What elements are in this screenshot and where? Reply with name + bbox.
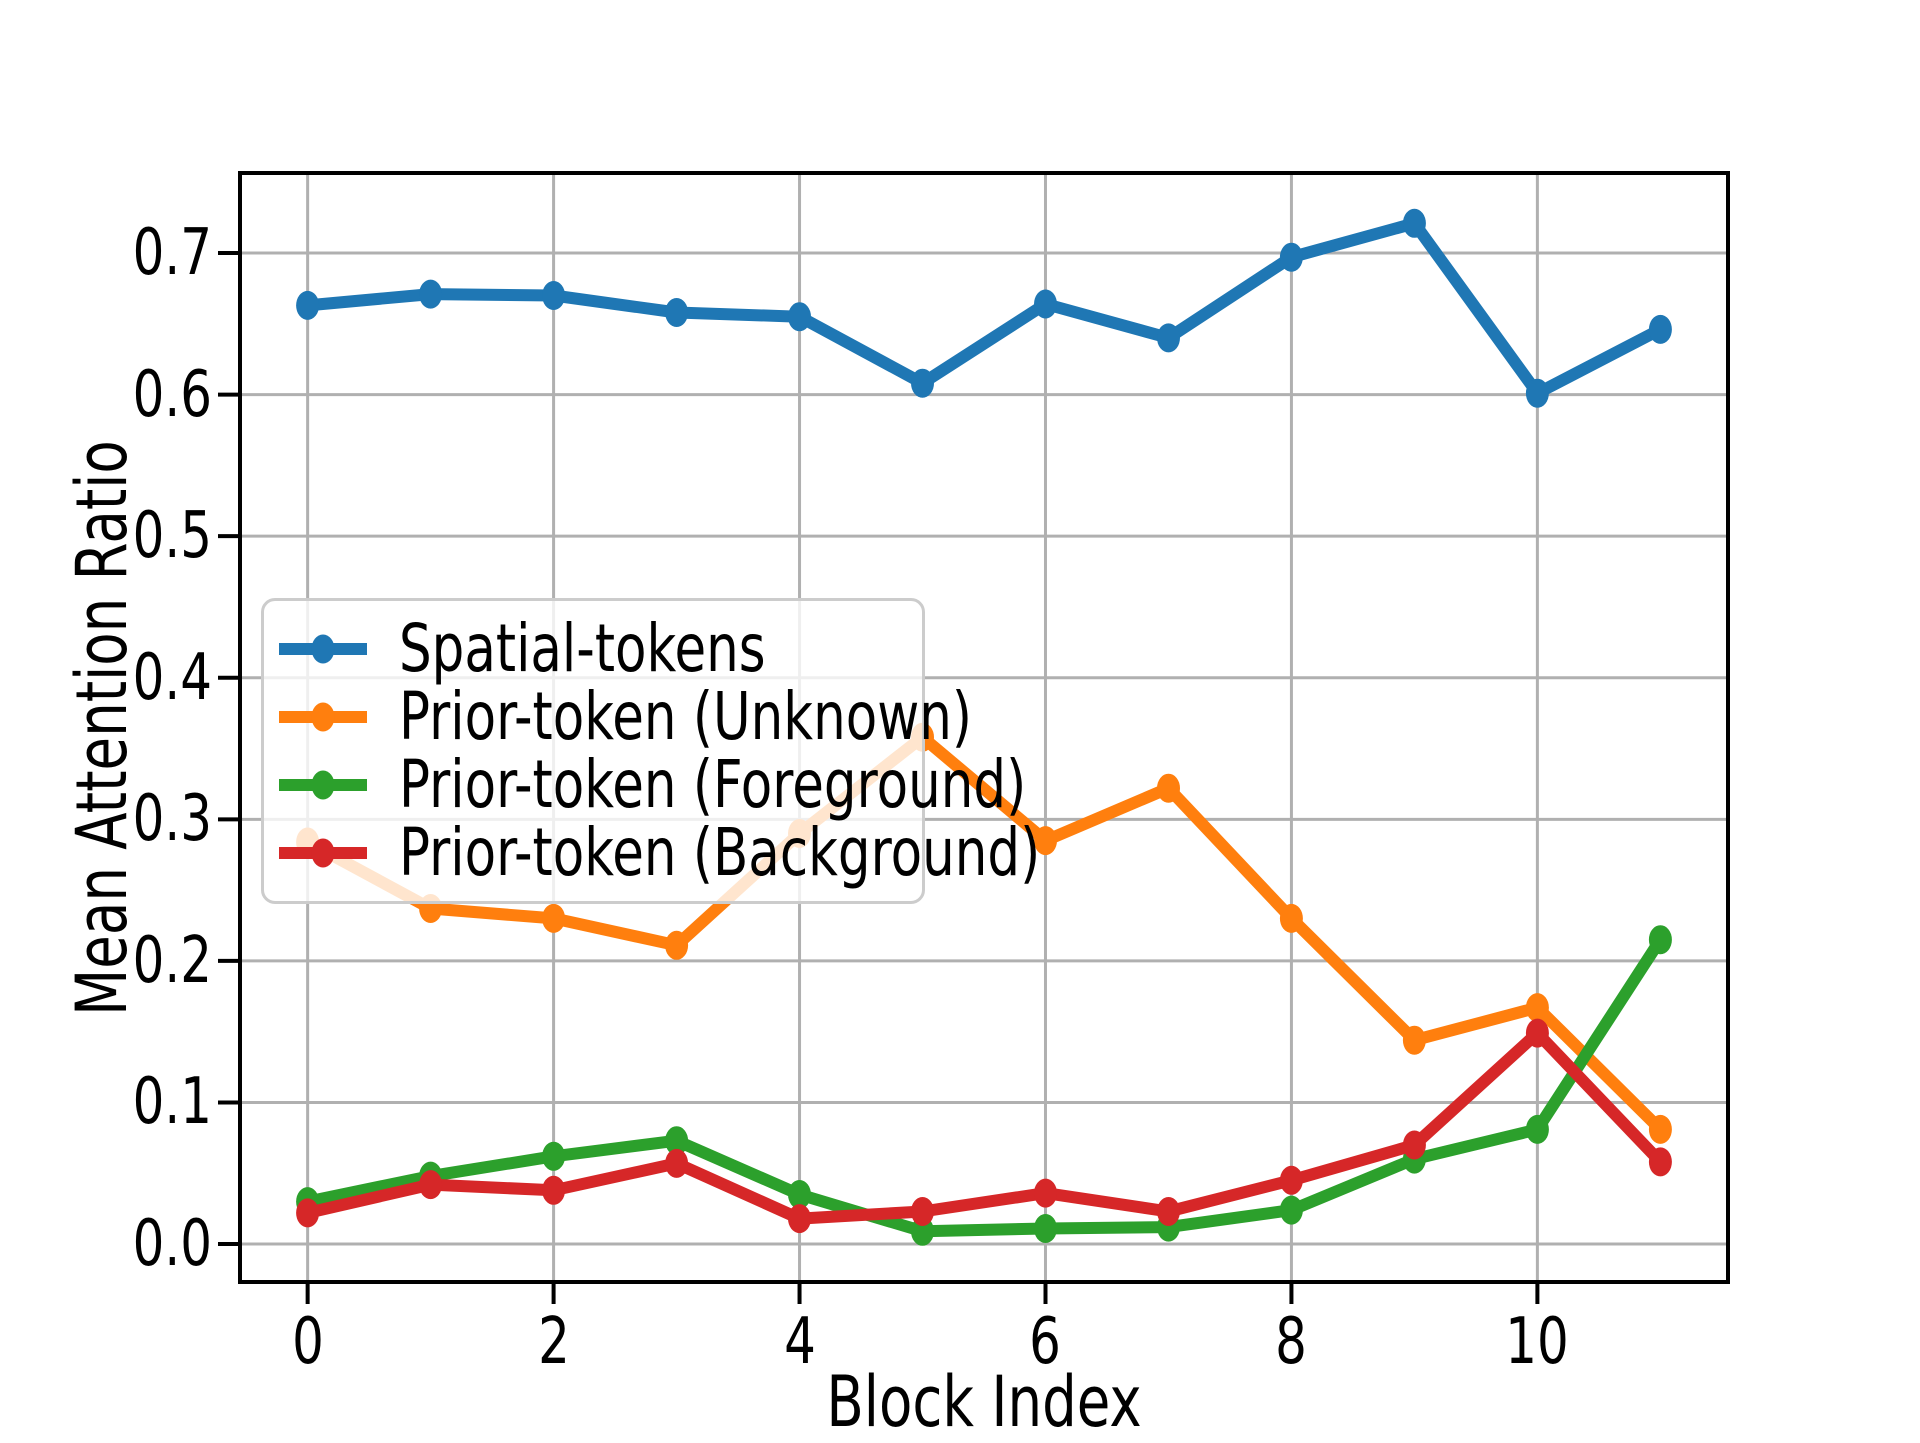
legend-marker [311, 702, 335, 732]
data-point-marker [542, 1175, 566, 1205]
legend-item: Prior-token (Background) [264, 819, 1040, 887]
series-line-prior-token-foreground- [301, 933, 1667, 1238]
y-tick-label: 0.1 [132, 1065, 212, 1140]
axes-spines [238, 171, 1730, 1284]
legend-label: Prior-token (Foreground) [399, 746, 1027, 823]
data-point-marker [1402, 1025, 1426, 1055]
y-tick-label: 0.2 [132, 923, 212, 998]
data-point-marker [911, 368, 934, 398]
data-point-marker [1525, 378, 1549, 408]
legend-marker [311, 838, 335, 868]
data-point-marker [1525, 993, 1549, 1023]
data-point-marker [419, 279, 443, 309]
legend: Spatial-tokens Prior-token (Unknown) Pri… [261, 598, 1040, 904]
data-point-marker [788, 1180, 811, 1209]
data-point-marker [665, 930, 689, 960]
data-point-marker [1279, 1195, 1303, 1225]
data-point-marker [1157, 773, 1180, 803]
legend-label: Spatial-tokens [399, 610, 766, 687]
data-point-marker [542, 1141, 566, 1171]
legend-line-marker-icon [279, 634, 367, 664]
data-point-marker [542, 281, 566, 310]
data-point-marker [1157, 1197, 1180, 1226]
data-point-marker [788, 302, 811, 332]
data-point-marker [665, 298, 689, 327]
data-point-marker [296, 1198, 320, 1228]
y-tick-label: 0.7 [132, 215, 212, 290]
legend-line-marker-icon [279, 770, 367, 800]
data-point-marker [788, 1204, 811, 1234]
data-point-marker [1034, 1214, 1057, 1243]
legend-marker [311, 634, 335, 664]
data-point-marker [1279, 242, 1303, 272]
series-lines [296, 208, 1672, 1246]
legend-line-marker-icon [279, 702, 367, 732]
data-point-marker [1525, 1018, 1549, 1048]
y-tick-label: 0.0 [132, 1207, 212, 1282]
data-point-marker [1648, 1114, 1672, 1144]
series-line-prior-token-unknown- [301, 731, 1667, 1136]
data-point-marker [1034, 1178, 1057, 1208]
series-line-spatial-tokens [301, 217, 1667, 400]
x-tick-label: 10 [1505, 1305, 1570, 1379]
data-point-marker [1034, 289, 1057, 319]
data-point-marker [665, 1126, 689, 1156]
data-point-marker [542, 903, 566, 933]
data-point-marker [1525, 1114, 1549, 1144]
x-tick-label: 6 [1029, 1305, 1062, 1379]
legend-label: Prior-token (Unknown) [399, 678, 973, 755]
data-point-marker [911, 1197, 934, 1226]
legend-marker [311, 770, 335, 800]
y-tick-label: 0.6 [132, 357, 212, 432]
data-point-marker [1034, 826, 1057, 856]
x-tick-label: 4 [783, 1305, 816, 1379]
series-line-prior-token-background- [301, 1027, 1667, 1225]
data-point-marker [1648, 1147, 1672, 1177]
data-point-marker [665, 1148, 689, 1178]
legend-item: Spatial-tokens [264, 615, 922, 683]
x-tick-label: 2 [537, 1305, 570, 1379]
y-tick-label: 0.5 [132, 499, 212, 574]
legend-label: Prior-token (Background) [399, 814, 1041, 891]
y-tick-label: 0.4 [132, 640, 212, 715]
data-point-marker [1402, 208, 1426, 238]
data-point-marker [1402, 1130, 1426, 1160]
data-point-marker [1648, 314, 1672, 344]
data-point-marker [296, 290, 320, 320]
legend-line-marker-icon [279, 838, 367, 868]
x-tick-label: 0 [291, 1305, 324, 1379]
data-point-marker [419, 1170, 443, 1200]
data-point-marker [1279, 1165, 1303, 1195]
x-tick-label: 8 [1275, 1305, 1308, 1379]
data-point-marker [1279, 903, 1303, 933]
legend-item: Prior-token (Unknown) [264, 683, 972, 751]
axis-ticks [218, 250, 1540, 1304]
x-axis-label: Block Index [826, 1361, 1142, 1443]
data-point-marker [1648, 925, 1672, 955]
data-point-marker [1157, 323, 1180, 353]
y-tick-label: 0.3 [132, 782, 212, 857]
plot-border [238, 171, 1730, 1284]
legend-item: Prior-token (Foreground) [264, 751, 1026, 819]
